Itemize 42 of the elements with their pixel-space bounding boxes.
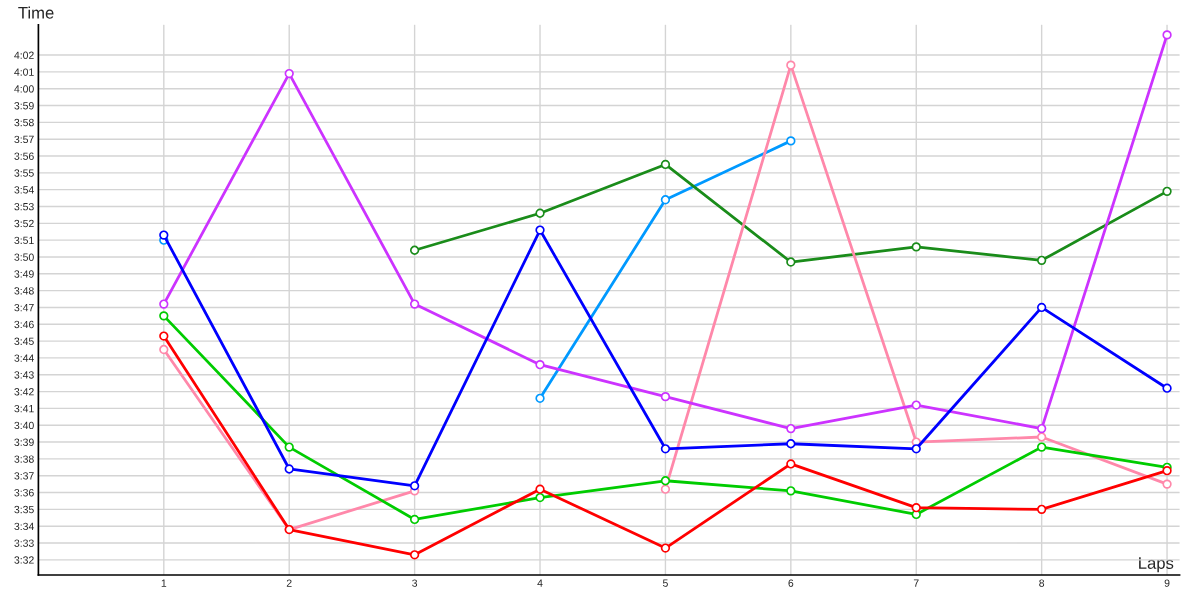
y-tick-label: 3:44 (14, 354, 34, 362)
x-tick-label: 7 (913, 579, 919, 587)
x-tick-label: 1 (161, 579, 167, 587)
x-axis-title: Laps (1139, 557, 1174, 573)
y-tick-label: 3:57 (14, 135, 34, 144)
y-tick-label: 3:36 (14, 489, 34, 497)
y-tick-label: 3:43 (14, 371, 34, 379)
y-axis-title: Time (18, 6, 54, 19)
y-tick-label: 3:50 (14, 253, 34, 261)
y-tick-label: 3:42 (14, 388, 34, 396)
x-tick-label: 3 (412, 579, 418, 587)
y-tick-label: 3:46 (14, 320, 34, 329)
y-tick-label: 4:01 (14, 68, 34, 76)
y-tick-label: 3:40 (14, 421, 34, 430)
y-tick-label: 3:53 (14, 203, 34, 211)
x-tick-label: 9 (1164, 579, 1170, 587)
y-tick-label: 3:38 (14, 455, 34, 463)
y-tick-label: 3:41 (14, 404, 34, 413)
y-tick-label: 4:00 (14, 85, 34, 93)
x-tick-label: 5 (662, 579, 668, 587)
x-tick-label: 4 (537, 579, 543, 587)
y-tick-label: 3:32 (14, 556, 34, 564)
y-tick-label: 3:56 (14, 152, 34, 160)
y-tick-label: 3:33 (14, 539, 34, 547)
y-tick-label: 3:54 (14, 186, 34, 194)
y-tick-label: 3:45 (14, 337, 34, 345)
y-tick-label: 3:37 (14, 472, 34, 480)
x-tick-label: 2 (286, 579, 292, 587)
x-tick-label: 6 (788, 579, 794, 587)
y-tick-label: 3:58 (14, 118, 34, 127)
y-tick-label: 3:34 (14, 522, 34, 531)
y-tick-label: 3:35 (14, 505, 34, 514)
y-tick-label: 3:39 (14, 438, 34, 446)
y-tick-label: 3:51 (14, 236, 34, 245)
y-tick-label: 3:49 (14, 270, 34, 278)
y-tick-label: 3:52 (14, 219, 34, 228)
y-tick-label: 3:59 (14, 102, 34, 110)
x-tick-label: 8 (1039, 579, 1045, 587)
y-tick-label: 3:48 (14, 287, 34, 295)
y-tick-label: 3:55 (14, 169, 34, 177)
y-tick-label: 4:02 (14, 51, 34, 59)
y-tick-label: 3:47 (14, 303, 34, 312)
